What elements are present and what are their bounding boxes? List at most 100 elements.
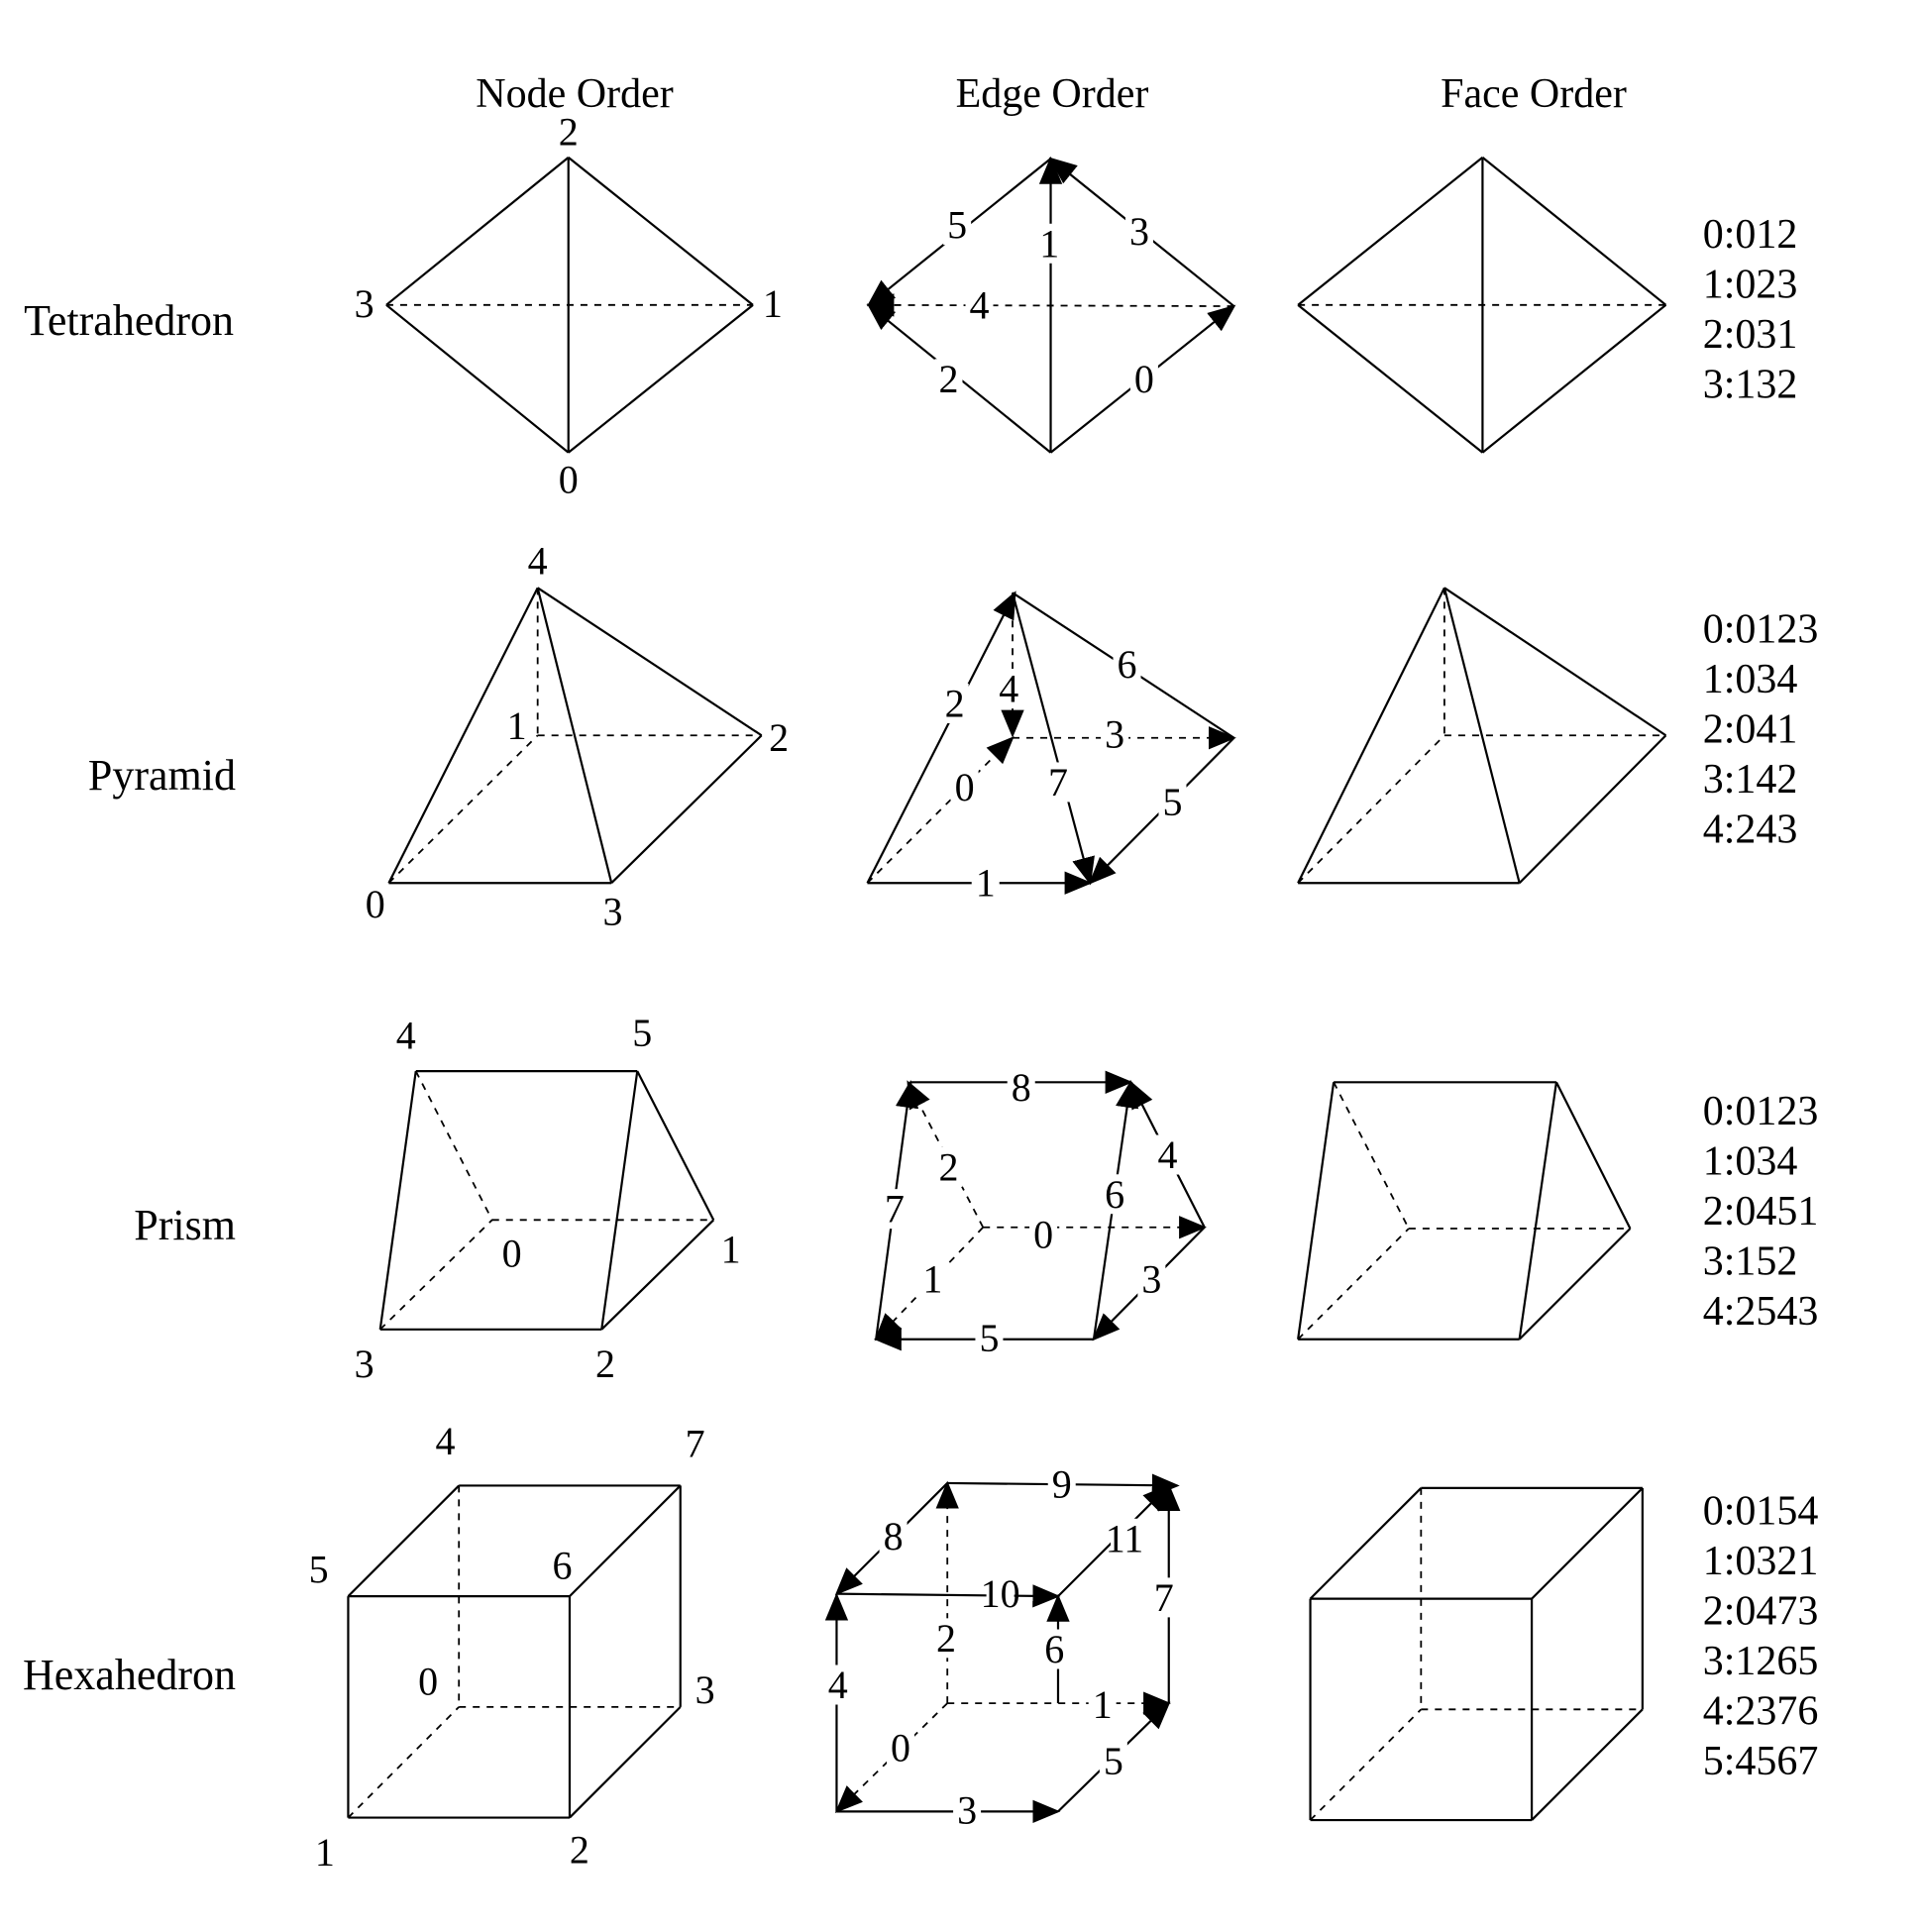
hexahedron-edge-label-backing (953, 1790, 982, 1831)
tetrahedron-edge-label-1: 1 (1039, 221, 1059, 266)
hexahedron-edge-label-backing (1111, 1518, 1139, 1558)
hexahedron-edge-label-backing (879, 1516, 908, 1556)
pyramid-face-list-item: 4:243 (1703, 807, 1798, 853)
prism-node-label-4: 4 (396, 1014, 416, 1058)
prism-edge-label-backing (1101, 1174, 1129, 1215)
pyramid-face-list-item: 1:034 (1703, 657, 1798, 702)
prism-edge-label-backing (1153, 1134, 1182, 1175)
hexahedron-edge-label-backing (823, 1664, 852, 1705)
tetrahedron-edge-label-backing (1129, 359, 1158, 399)
tetrahedron-edge-label-2: 2 (938, 357, 958, 401)
pyramid-face-edge-line (1443, 587, 1667, 737)
row-label-pyramid: Pyramid (88, 751, 236, 800)
pyramid-node-edge-line (387, 587, 539, 884)
hexahedron-edge-label-backing (1047, 1464, 1076, 1505)
tetrahedron-node-label-1: 1 (763, 281, 783, 326)
hexahedron-edge-label-1: 1 (1093, 1682, 1113, 1727)
prism-edge-label-backing (975, 1318, 1004, 1358)
hexahedron-edge-arrow (834, 1702, 948, 1813)
prism-edge-order-figure: 0 1 2 3 4 5 6 7 8 (873, 1065, 1208, 1360)
column-heading-edge-order: Edge Order (956, 71, 1149, 117)
prism-node-edge-line (379, 1219, 493, 1331)
pyramid-edge-label-1: 1 (976, 861, 996, 906)
hexahedron-edge-order-figure: 0 1 2 3 4 5 6 7 8 9 10 11 (823, 1462, 1181, 1833)
pyramid-edge-label-2: 2 (945, 681, 965, 725)
prism-edge-label-3: 3 (1141, 1256, 1161, 1301)
hexahedron-edge-label-11: 11 (1106, 1516, 1144, 1560)
pyramid-edge-label-4: 4 (999, 667, 1018, 711)
hexahedron-face-list-item: 3:1265 (1703, 1639, 1819, 1684)
pyramid-face-edge-line (1442, 588, 1521, 884)
tetrahedron-edge-label-backing (934, 359, 963, 399)
pyramid-edge-label-backing (1158, 782, 1187, 822)
pyramid-face-edge-line (1518, 734, 1667, 884)
prism-edge-label-backing (934, 1146, 963, 1187)
prism-face-edge-line (1518, 1228, 1632, 1341)
prism-edge-label-0: 0 (1033, 1213, 1053, 1257)
tetrahedron-edge-label-3: 3 (1129, 209, 1149, 254)
hexahedron-node-label-6: 6 (553, 1544, 573, 1588)
pyramid-node-label-2: 2 (769, 715, 789, 760)
pyramid-edge-label-6: 6 (1118, 642, 1137, 687)
tetrahedron-face-edge-line (1481, 303, 1667, 454)
hexahedron-edge-label-6: 6 (1044, 1627, 1064, 1671)
hexahedron-node-edge-line (569, 1484, 682, 1597)
prism-node-label-0: 0 (502, 1231, 522, 1275)
hexahedron-face-edge-line (1309, 1487, 1423, 1600)
prism-face-list-item: 4:2543 (1703, 1289, 1819, 1335)
hexahedron-edge-label-9: 9 (1052, 1462, 1072, 1507)
prism-face-edge-line (1554, 1081, 1632, 1230)
pyramid-face-edge-line (1297, 734, 1445, 884)
hexahedron-face-list-item: 1:0321 (1703, 1539, 1819, 1584)
pyramid-face-edge-line (1297, 587, 1445, 884)
tetrahedron-node-label-2: 2 (559, 109, 579, 154)
pyramid-node-edge-line (537, 587, 763, 737)
pyramid-edge-label-backing (940, 683, 969, 723)
hexahedron-face-list-item: 5:4567 (1703, 1739, 1819, 1784)
prism-edge-label-5: 5 (979, 1316, 999, 1360)
prism-node-edge-line (600, 1070, 639, 1330)
pyramid-face-list-item: 3:142 (1703, 757, 1798, 803)
tetrahedron-node-edge-line (568, 157, 754, 306)
prism-face-list-item: 3:152 (1703, 1239, 1798, 1285)
hexahedron-node-edge-line (347, 1484, 460, 1597)
pyramid-edge-order-figure: 0 1 2 3 4 5 6 7 (866, 590, 1236, 906)
prism-node-edge-line (378, 1070, 417, 1330)
prism-edge-label-8: 8 (1012, 1065, 1031, 1110)
tetrahedron-edge-label-0: 0 (1134, 357, 1154, 401)
hexahedron-face-list-item: 2:0473 (1703, 1589, 1819, 1635)
hexahedron-edge-label-backing (1088, 1684, 1117, 1725)
tetrahedron-edge-label-4: 4 (970, 282, 990, 327)
tetrahedron-face-edge-line (1481, 157, 1667, 306)
hexahedron-edge-label-0: 0 (891, 1725, 910, 1770)
prism-node-edge-line (414, 1070, 493, 1221)
hexahedron-face-edge-line (1309, 1708, 1422, 1821)
hexahedron-edge-label-8: 8 (884, 1514, 904, 1558)
hexahedron-node-label-5: 5 (309, 1547, 329, 1591)
prism-edge-arrow (874, 1227, 984, 1342)
hexahedron-edge-label-backing (1099, 1741, 1127, 1781)
tetrahedron-face-edge-line (1297, 157, 1484, 306)
prism-face-list-item: 2:0451 (1703, 1189, 1819, 1234)
hexahedron-edge-label-backing (931, 1618, 960, 1659)
pyramid-node-edge-line (387, 734, 539, 884)
pyramid-node-order-figure: 0 1 2 3 4 (366, 539, 789, 934)
prism-edge-label-backing (1007, 1067, 1035, 1108)
prism-node-edge-line (636, 1070, 715, 1221)
column-heading-face-order: Face Order (1441, 71, 1627, 117)
tetrahedron-node-order-figure: 0 1 2 3 (355, 109, 783, 501)
tetrahedron-edge-label-backing (1035, 223, 1064, 264)
row-label-tetrahedron: Tetrahedron (24, 296, 234, 345)
hexahedron-edge-label-2: 2 (936, 1616, 956, 1661)
prism-face-list-item: 1:034 (1703, 1139, 1798, 1185)
prism-face-edge-line (1297, 1228, 1410, 1341)
hexahedron-node-label-7: 7 (686, 1422, 705, 1466)
tetrahedron-face-list-item: 0:012 (1703, 212, 1798, 258)
tetrahedron-face-edge-line (1297, 303, 1484, 454)
prism-face-edge-line (1297, 1082, 1335, 1340)
pyramid-face-list-item: 2:041 (1703, 707, 1798, 753)
pyramid-edge-label-backing (1043, 762, 1072, 803)
